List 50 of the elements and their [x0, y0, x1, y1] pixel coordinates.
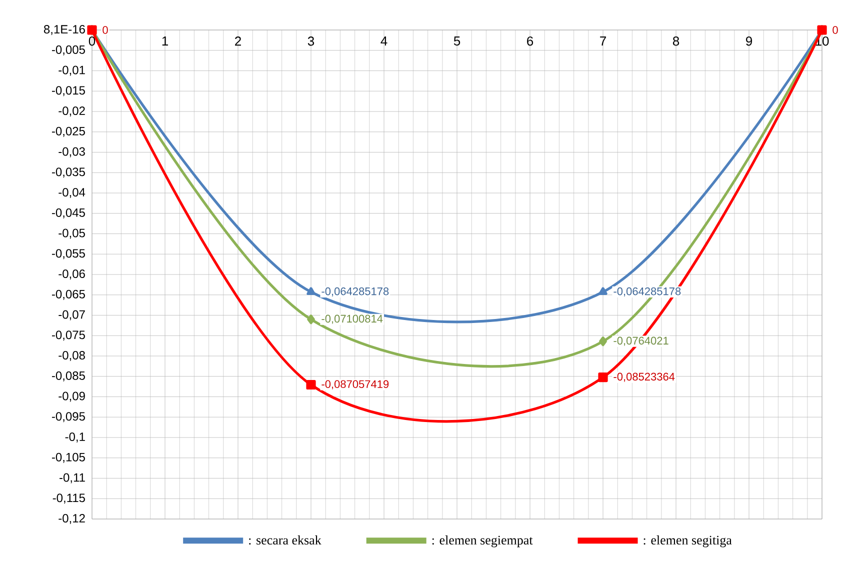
y-tick-label: -0,06: [58, 270, 85, 280]
data-label: -0,064285178: [614, 287, 681, 296]
y-tick-label: -0,1: [65, 432, 85, 442]
x-tick-label: 8: [672, 36, 680, 46]
y-tick-label: -0,09: [58, 392, 85, 402]
data-label: 0: [102, 26, 108, 34]
y-tick-label: -0,075: [52, 330, 85, 341]
point: [598, 372, 608, 382]
y-tick-label: -0,025: [52, 126, 85, 137]
x-tick-label: 2: [235, 36, 241, 46]
y-tick-label: -0,01: [58, 66, 85, 76]
y-tick-label: -0,035: [52, 168, 85, 178]
y-tick-label: -0,11: [60, 473, 85, 484]
point: [306, 380, 316, 390]
y-tick-label: -0,015: [52, 86, 85, 96]
y-tick-label: -0,07: [58, 310, 85, 320]
x-tick-label: 5: [454, 36, 460, 46]
y-tick-label: -0,065: [52, 290, 85, 300]
y-tick-label: 8,1E-16: [44, 25, 85, 35]
y-tick-label: -0,115: [52, 494, 85, 504]
legend-label: : secara eksak: [249, 535, 322, 545]
data-label: 0: [832, 26, 838, 34]
point: [599, 336, 607, 346]
data-label: -0,064285178: [322, 287, 389, 296]
y-tick-label: -0,04: [58, 188, 86, 198]
y-tick-label: -0,03: [58, 147, 85, 158]
data-label: -0,08523364: [614, 372, 675, 382]
x-tick-label: 4: [380, 36, 388, 46]
y-tick-label: -0,105: [52, 452, 85, 463]
data-label: -0,0764021: [614, 336, 668, 346]
x-tick-label: 0: [88, 36, 96, 46]
x-tick-label: 9: [746, 36, 752, 46]
y-tick-label: -0,055: [52, 249, 85, 260]
y-tick-label: -0,005: [52, 45, 85, 56]
y-tick-label: -0,12: [58, 514, 85, 524]
y-tick-label: -0,085: [52, 371, 85, 382]
y-tick-label: -0,05: [58, 228, 85, 239]
data-label: -0,07100814: [322, 314, 383, 324]
x-tick-label: 7: [600, 36, 606, 46]
legend-label: : elemen segiempat: [432, 535, 533, 548]
legend-label: : elemen segitiga: [644, 535, 732, 548]
y-tick-label: -0,045: [52, 208, 85, 218]
y-tick-label: -0,08: [58, 351, 85, 361]
x-tick-label: 1: [162, 36, 168, 46]
x-tick-label: 3: [308, 36, 314, 46]
x-tick-label: 6: [527, 36, 534, 46]
y-tick-label: -0,095: [52, 412, 85, 422]
point: [307, 314, 315, 324]
data-label: -0,087057419: [322, 380, 389, 390]
y-tick-label: -0,02: [58, 106, 85, 116]
